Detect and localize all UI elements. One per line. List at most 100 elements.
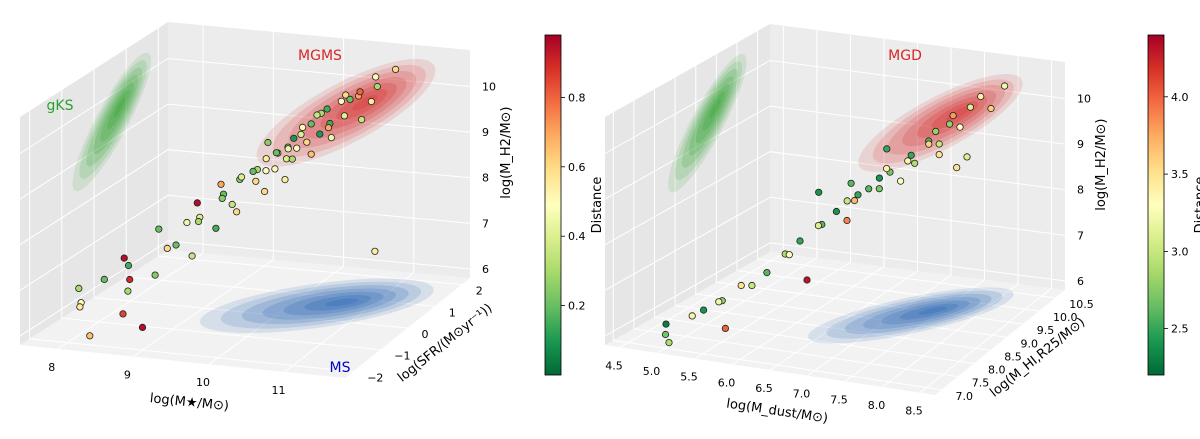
x-grid-line — [57, 25, 204, 350]
kde-level — [881, 300, 970, 325]
kde-level — [826, 290, 1003, 339]
scatter-point — [217, 180, 225, 188]
scatter-point — [307, 120, 315, 128]
kde-x-y-contours — [808, 287, 1014, 344]
scatter-point — [281, 176, 289, 184]
kde-level — [918, 306, 948, 315]
x-axis-label: log(M_dust/M⊙) — [725, 396, 829, 426]
scatter-point — [262, 167, 270, 175]
scatter-point — [218, 194, 226, 202]
scatter-point — [785, 251, 793, 259]
right-3d-scatter: 4.5 5.0 5.5 6.0 6.5 7.0 7.5 8.0 8.57.07.58.08.59… — [604, 24, 1200, 427]
x-tick-label: 5.5 — [680, 371, 698, 384]
y-grid-line — [695, 65, 1007, 338]
kde-x-z-contours — [72, 52, 152, 192]
scatter-point — [373, 82, 381, 91]
scatter-point — [832, 207, 841, 216]
x-grid-line — [769, 43, 918, 371]
scatter-points — [75, 65, 400, 340]
kde-level — [668, 53, 747, 193]
y-tick-label: −2 — [367, 372, 383, 385]
scatter-point — [233, 208, 241, 216]
scatter-point — [367, 97, 375, 106]
scatter-point — [850, 196, 859, 205]
scatter-point — [337, 97, 345, 105]
y-grid-line — [633, 100, 958, 378]
kde-level — [114, 97, 126, 118]
x-tick-label: 7.5 — [830, 393, 848, 406]
z-tick-label: 7 — [482, 217, 489, 230]
kde-level — [902, 90, 997, 147]
scatter-point — [956, 123, 964, 131]
colorbar-tick-label: 2.5 — [1171, 323, 1189, 336]
z-tick-label: 9 — [1077, 138, 1084, 151]
kde-level — [844, 293, 992, 334]
z-grid-line — [604, 105, 1066, 200]
kde-level — [872, 79, 1014, 164]
kde-level — [72, 52, 152, 192]
scatter-point — [284, 145, 292, 153]
z-grid-line — [19, 57, 471, 154]
scatter-point — [76, 303, 84, 311]
grid-lines — [604, 25, 1066, 394]
kde-level — [304, 295, 372, 311]
z-tick-label: 9 — [482, 126, 489, 139]
x-tick-label: 6.0 — [718, 376, 736, 389]
scatter-point — [911, 159, 919, 167]
axis-ticks: 8 9 10 11 −2 −1 0 1 2 6 7 8 9 10 — [48, 81, 496, 397]
scatter-point — [293, 144, 301, 152]
z-grid-line — [19, 194, 471, 291]
scatter-point — [262, 155, 270, 163]
z-tick-label: 8 — [1077, 184, 1084, 197]
scatter-point — [391, 65, 400, 74]
annotation-mgms: MGMS — [298, 48, 342, 64]
y-grid-line — [61, 90, 381, 351]
z-grid-line — [19, 149, 471, 246]
scatter-point — [194, 217, 203, 226]
back-pane — [168, 22, 470, 278]
scatter-point — [803, 276, 811, 284]
scatter-point — [303, 138, 311, 146]
scatter-point — [847, 179, 855, 187]
colorbar-label: Distance — [590, 177, 605, 234]
scatter-point — [249, 167, 257, 175]
z-grid-line — [604, 242, 1066, 337]
kde-level — [288, 70, 417, 148]
colorbar-tick-label: 3.0 — [1171, 245, 1189, 258]
scatter-point — [661, 330, 670, 339]
scatter-point — [865, 185, 873, 193]
kde-level — [702, 91, 726, 131]
scatter-point — [340, 112, 348, 120]
y-tick-label: 1 — [449, 306, 456, 319]
kde-level — [93, 74, 139, 155]
y-tick-label: 8.5 — [1004, 350, 1022, 363]
y-tick-label: 2 — [476, 285, 483, 298]
scatter-point — [882, 165, 891, 173]
y-grid-line — [157, 28, 462, 285]
scatter-point — [193, 199, 201, 207]
kde-x-y-contours — [199, 278, 434, 334]
z-tick-label: 7 — [1077, 229, 1084, 242]
scatter-point — [699, 306, 708, 314]
x-grid-line — [732, 38, 885, 365]
kde-level — [709, 98, 721, 119]
scatter-point — [949, 112, 957, 120]
scatter-point — [814, 222, 823, 230]
y-tick-label: −1 — [394, 350, 410, 363]
y-tick-label: 10.5 — [1069, 298, 1094, 311]
x-grid-line — [882, 56, 1019, 388]
y-grid-line — [125, 48, 435, 307]
y-grid-line — [736, 42, 1040, 312]
scatter-point — [763, 268, 771, 277]
kde-level — [674, 61, 743, 181]
scatter-point — [346, 95, 354, 104]
z-grid-line — [604, 151, 1066, 246]
scatter-point — [932, 127, 940, 135]
kde-level — [199, 278, 434, 334]
y-grid-line — [654, 89, 975, 364]
scatter-point — [260, 187, 269, 196]
kde-level — [86, 67, 143, 167]
z-axis-label: log(M_H2/M⊙) — [499, 106, 514, 198]
y-grid-line — [612, 112, 942, 391]
scatter-point — [925, 140, 933, 148]
